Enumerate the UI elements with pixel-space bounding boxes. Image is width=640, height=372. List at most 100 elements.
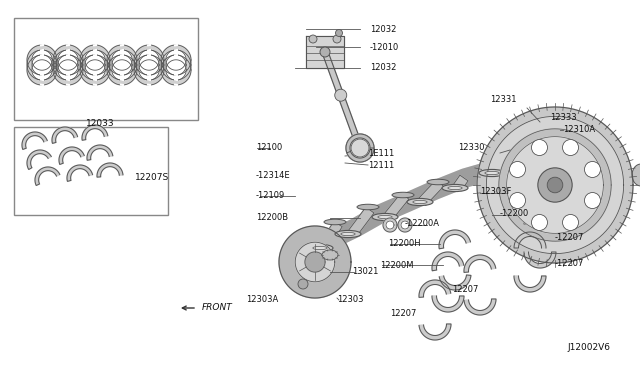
Polygon shape bbox=[419, 324, 451, 340]
Polygon shape bbox=[58, 55, 78, 75]
Polygon shape bbox=[305, 252, 325, 272]
Polygon shape bbox=[464, 255, 496, 272]
Ellipse shape bbox=[341, 232, 355, 235]
Polygon shape bbox=[398, 218, 412, 232]
Text: -12109: -12109 bbox=[256, 192, 285, 201]
Polygon shape bbox=[67, 165, 93, 182]
Ellipse shape bbox=[632, 164, 640, 186]
Polygon shape bbox=[58, 50, 78, 70]
Polygon shape bbox=[166, 60, 186, 80]
Text: 12207S: 12207S bbox=[135, 173, 169, 183]
Ellipse shape bbox=[427, 179, 449, 185]
Polygon shape bbox=[439, 275, 471, 290]
Polygon shape bbox=[161, 55, 191, 85]
Circle shape bbox=[351, 139, 369, 157]
Polygon shape bbox=[453, 175, 468, 191]
Polygon shape bbox=[134, 45, 164, 75]
Polygon shape bbox=[322, 51, 363, 149]
Polygon shape bbox=[59, 147, 84, 164]
Text: 12207: 12207 bbox=[452, 285, 478, 294]
Text: 12333: 12333 bbox=[550, 113, 577, 122]
Polygon shape bbox=[87, 145, 113, 160]
Text: 12033: 12033 bbox=[86, 119, 115, 128]
Polygon shape bbox=[85, 50, 105, 70]
Polygon shape bbox=[52, 127, 77, 143]
Polygon shape bbox=[53, 50, 83, 80]
Text: 12207: 12207 bbox=[390, 308, 417, 317]
Ellipse shape bbox=[322, 250, 338, 260]
Circle shape bbox=[563, 140, 579, 155]
Polygon shape bbox=[524, 252, 556, 268]
Polygon shape bbox=[514, 276, 546, 292]
Text: -12200A: -12200A bbox=[405, 219, 440, 228]
Polygon shape bbox=[295, 242, 335, 282]
Polygon shape bbox=[319, 221, 342, 251]
Polygon shape bbox=[139, 60, 159, 80]
Polygon shape bbox=[85, 55, 105, 75]
Polygon shape bbox=[401, 221, 409, 229]
Ellipse shape bbox=[357, 204, 379, 210]
Polygon shape bbox=[27, 55, 57, 85]
Ellipse shape bbox=[335, 230, 361, 238]
Polygon shape bbox=[27, 150, 51, 170]
Polygon shape bbox=[35, 167, 60, 186]
Polygon shape bbox=[432, 252, 464, 271]
Polygon shape bbox=[166, 50, 186, 70]
Polygon shape bbox=[112, 55, 132, 75]
Polygon shape bbox=[419, 180, 444, 205]
Text: FRONT: FRONT bbox=[202, 304, 233, 312]
Ellipse shape bbox=[485, 171, 499, 174]
Text: -12207: -12207 bbox=[555, 234, 584, 243]
Circle shape bbox=[509, 193, 525, 209]
Polygon shape bbox=[85, 60, 105, 80]
Polygon shape bbox=[82, 125, 108, 140]
Text: 12100: 12100 bbox=[256, 144, 282, 153]
Bar bbox=[14, 127, 168, 215]
Polygon shape bbox=[32, 55, 52, 75]
Polygon shape bbox=[80, 50, 110, 80]
Polygon shape bbox=[134, 55, 164, 85]
Text: 1E111: 1E111 bbox=[368, 150, 394, 158]
Polygon shape bbox=[97, 163, 123, 177]
Text: 13021: 13021 bbox=[352, 267, 378, 276]
Polygon shape bbox=[499, 129, 611, 241]
Polygon shape bbox=[348, 207, 374, 237]
Polygon shape bbox=[107, 55, 137, 85]
Ellipse shape bbox=[378, 215, 392, 219]
Polygon shape bbox=[134, 50, 164, 80]
Circle shape bbox=[335, 29, 342, 36]
Text: 12200M: 12200M bbox=[380, 260, 413, 269]
Text: -12200: -12200 bbox=[500, 209, 529, 218]
Polygon shape bbox=[27, 50, 57, 80]
Text: 12331: 12331 bbox=[490, 96, 516, 105]
Ellipse shape bbox=[324, 219, 346, 225]
Ellipse shape bbox=[307, 244, 333, 251]
Polygon shape bbox=[477, 107, 633, 263]
Polygon shape bbox=[432, 296, 464, 312]
Polygon shape bbox=[80, 55, 110, 85]
Polygon shape bbox=[166, 55, 186, 75]
Ellipse shape bbox=[479, 169, 505, 177]
Circle shape bbox=[538, 168, 572, 202]
Polygon shape bbox=[419, 280, 451, 297]
Polygon shape bbox=[53, 55, 83, 85]
Polygon shape bbox=[139, 55, 159, 75]
Polygon shape bbox=[107, 45, 137, 75]
Circle shape bbox=[531, 140, 547, 155]
Polygon shape bbox=[32, 50, 52, 70]
Text: 12200B: 12200B bbox=[256, 214, 288, 222]
Circle shape bbox=[531, 215, 547, 231]
Polygon shape bbox=[80, 45, 110, 75]
Polygon shape bbox=[58, 60, 78, 80]
Polygon shape bbox=[112, 50, 132, 70]
Polygon shape bbox=[486, 116, 623, 254]
Ellipse shape bbox=[407, 198, 433, 206]
Circle shape bbox=[320, 47, 330, 57]
Text: J12002V6: J12002V6 bbox=[567, 343, 610, 353]
Ellipse shape bbox=[442, 185, 468, 192]
Text: -12314E: -12314E bbox=[256, 170, 291, 180]
Text: 12310A: 12310A bbox=[563, 125, 595, 135]
Polygon shape bbox=[384, 193, 409, 220]
Polygon shape bbox=[161, 45, 191, 75]
Polygon shape bbox=[386, 221, 394, 229]
